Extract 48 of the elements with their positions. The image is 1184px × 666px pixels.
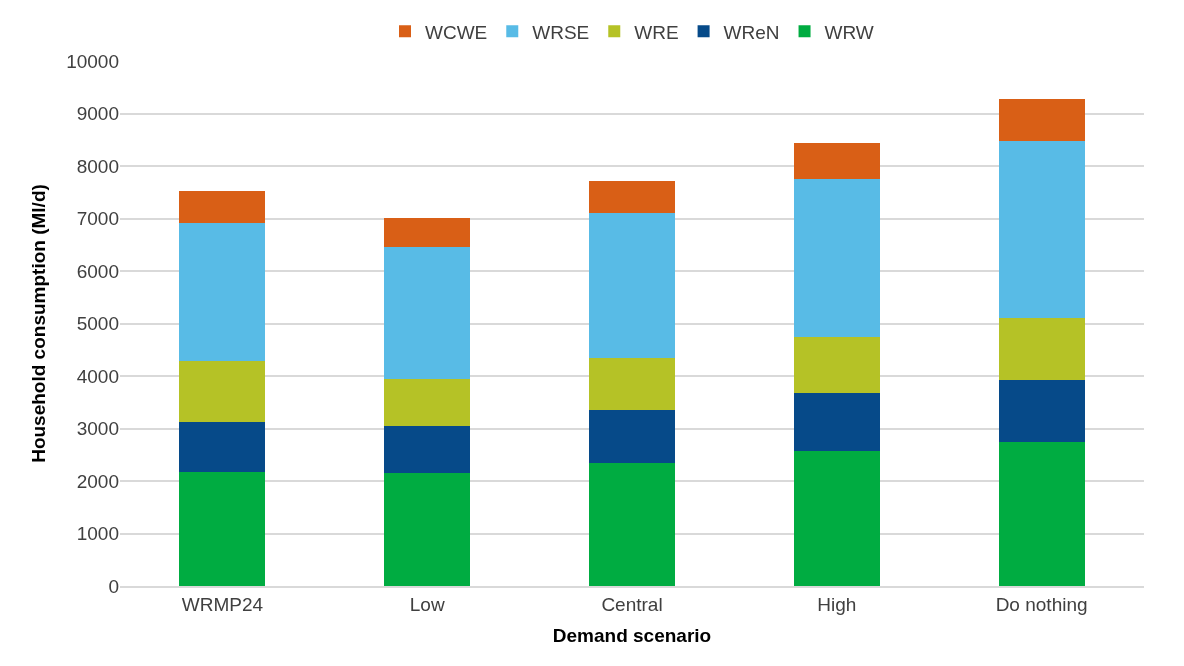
bar [179, 471, 266, 586]
bar [588, 409, 676, 463]
y-tick-label: 0 [108, 575, 119, 597]
x-tick-label: Central [601, 593, 663, 615]
bar [384, 246, 471, 379]
bar [793, 393, 880, 451]
y-tick-label: 1000 [76, 523, 119, 545]
y-tick-label: 2000 [76, 470, 119, 492]
y-tick-label: 6000 [76, 260, 119, 282]
bar [588, 180, 676, 213]
bar [998, 99, 1085, 141]
bar [998, 380, 1085, 442]
x-tick-label: Low [409, 593, 445, 615]
bar [384, 473, 471, 586]
bar [998, 441, 1085, 586]
legend-label: WCWE [425, 21, 488, 43]
bar [998, 140, 1085, 319]
y-tick-label: 4000 [76, 365, 119, 387]
legend-label: WRE [634, 21, 679, 43]
bar [179, 360, 266, 422]
x-axis-title: Demand scenario [552, 624, 712, 646]
y-tick-label: 8000 [76, 155, 119, 177]
bar [793, 450, 880, 586]
x-tick-label: WRMP24 [181, 593, 264, 615]
x-tick-label: Do nothing [995, 593, 1088, 615]
bar [588, 358, 676, 410]
bar [998, 318, 1085, 381]
bar [179, 421, 266, 472]
bar [588, 212, 676, 359]
y-tick-label: 5000 [76, 313, 119, 335]
y-tick-label: 7000 [76, 208, 119, 230]
y-tick-label: 10000 [66, 50, 119, 72]
y-axis-title: Household consumption (Ml/d) [28, 184, 50, 463]
bar [384, 425, 471, 474]
bar [179, 190, 266, 223]
y-tick-label: 9000 [76, 103, 119, 125]
legend-label: WRW [824, 21, 874, 43]
bar [384, 378, 471, 426]
y-tick-label: 3000 [76, 418, 119, 440]
bar [384, 217, 471, 247]
legend-label: WRSE [532, 21, 590, 43]
x-tick-label: High [817, 593, 857, 615]
bar [793, 143, 880, 180]
bar [179, 222, 266, 361]
bar [793, 336, 880, 394]
legend-label: WReN [723, 21, 780, 43]
bar [793, 179, 880, 337]
bar [588, 462, 676, 586]
